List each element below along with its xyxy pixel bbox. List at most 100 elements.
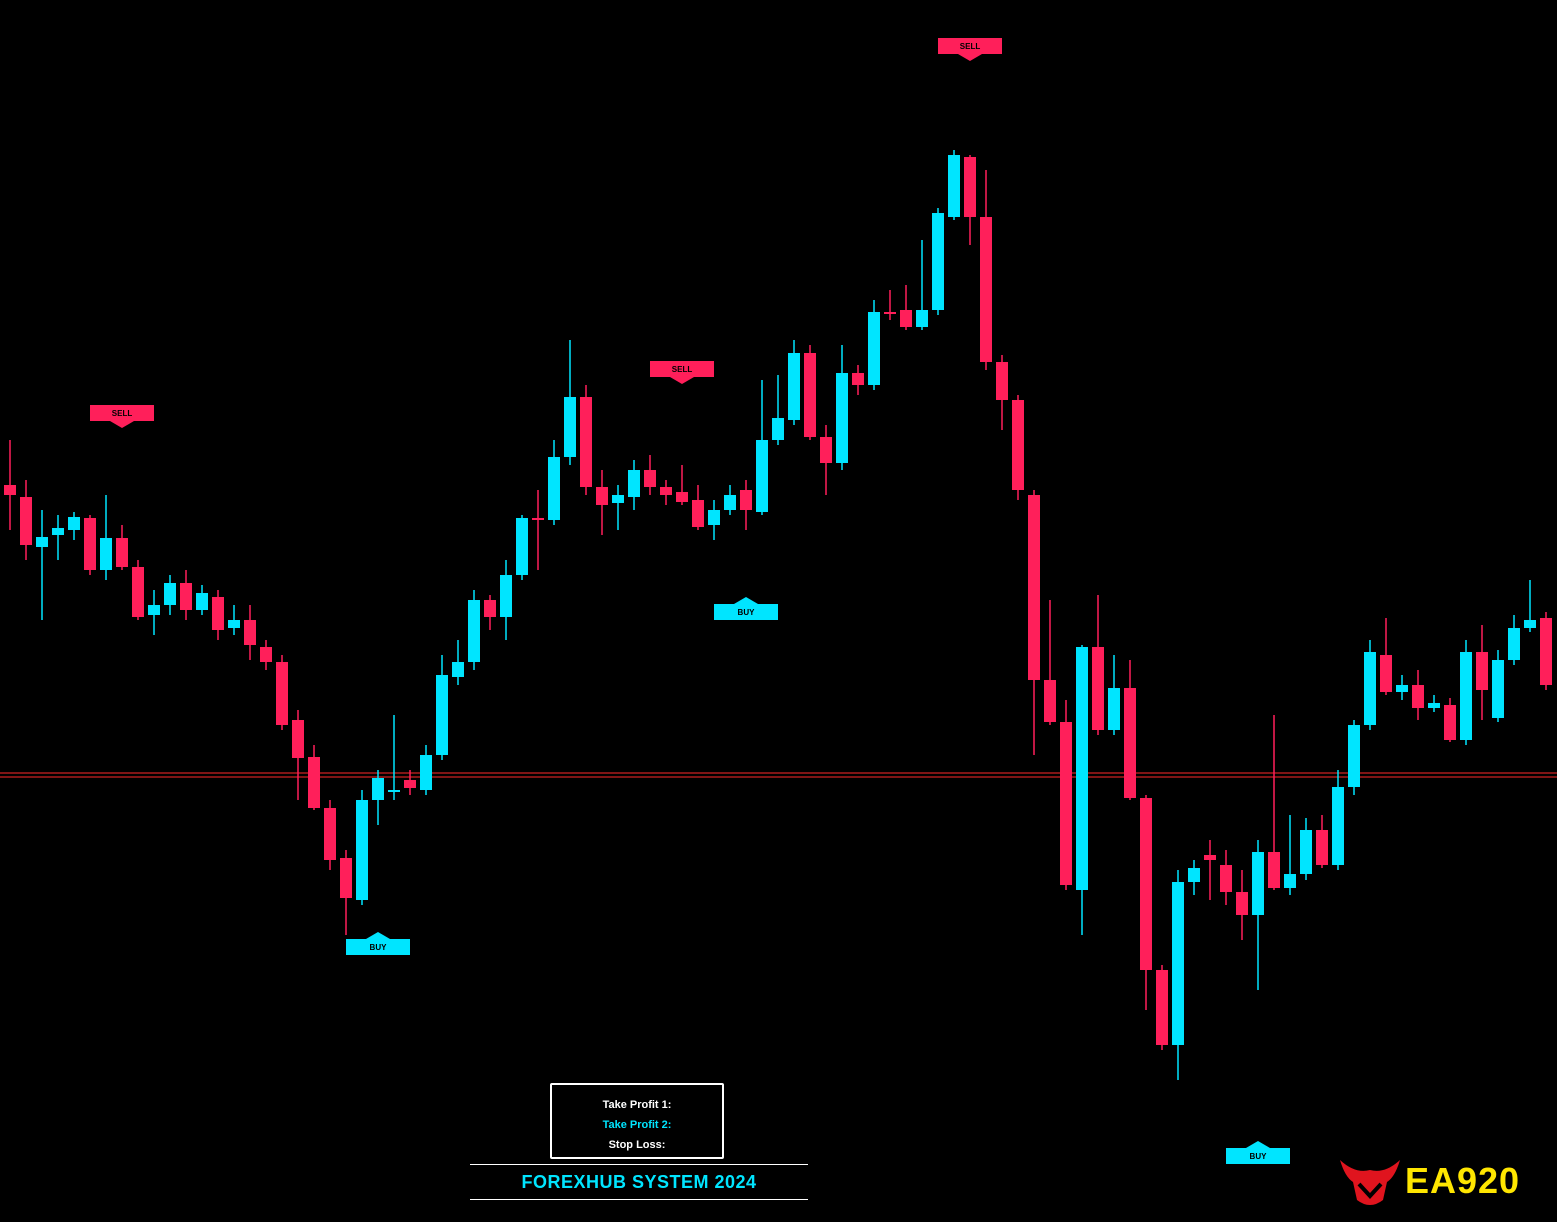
- candle-body: [660, 487, 672, 495]
- signal-box: [1226, 1148, 1290, 1164]
- signal-label: SELL: [672, 365, 693, 374]
- info-panel: Take Profit 1: Take Profit 2: Stop Loss:: [550, 1083, 724, 1159]
- candle-body: [1300, 830, 1312, 874]
- candle-body: [1268, 852, 1280, 888]
- candle-body: [788, 353, 800, 420]
- signal: SELL: [650, 361, 714, 384]
- candle-body: [1156, 970, 1168, 1045]
- candle-body: [1188, 868, 1200, 882]
- candle-body: [1076, 647, 1088, 890]
- candle-body: [1108, 688, 1120, 730]
- candle-body: [276, 662, 288, 725]
- candle-body: [20, 497, 32, 545]
- signal: BUY: [1226, 1141, 1290, 1164]
- candle-body: [1460, 652, 1472, 740]
- candle-body: [740, 490, 752, 510]
- candle-body: [1252, 852, 1264, 915]
- candle-body: [804, 353, 816, 437]
- candle-body: [1172, 882, 1184, 1045]
- candle-body: [84, 518, 96, 570]
- candle-body: [340, 858, 352, 898]
- candle-body: [356, 800, 368, 900]
- signal: SELL: [938, 38, 1002, 61]
- candle-body: [676, 492, 688, 502]
- candle-body: [1060, 722, 1072, 885]
- candle-body: [404, 780, 416, 788]
- candle-body: [916, 310, 928, 327]
- candle-body: [420, 755, 432, 790]
- candle-body: [1492, 660, 1504, 718]
- candle-body: [1204, 855, 1216, 860]
- candle-body: [820, 437, 832, 463]
- signal-box: [346, 939, 410, 955]
- candle-body: [196, 593, 208, 610]
- signal-label: BUY: [1250, 1152, 1268, 1161]
- candle-body: [932, 213, 944, 310]
- candle-body: [372, 778, 384, 800]
- candle-body: [1284, 874, 1296, 888]
- candle-body: [388, 790, 400, 792]
- candle-body: [52, 528, 64, 535]
- candle-body: [1524, 620, 1536, 628]
- candle-body: [580, 397, 592, 487]
- candle-body: [516, 518, 528, 575]
- candle-body: [612, 495, 624, 503]
- take-profit-2: Take Profit 2:: [602, 1119, 672, 1131]
- signal-arrow: [958, 54, 982, 61]
- candle-body: [644, 470, 656, 487]
- signal-box: [650, 361, 714, 377]
- candle-body: [1092, 647, 1104, 730]
- candle-body: [564, 397, 576, 457]
- signal: SELL: [90, 405, 154, 428]
- stop-loss: Stop Loss:: [608, 1139, 666, 1151]
- candle-body: [708, 510, 720, 525]
- candle-body: [980, 217, 992, 362]
- candle-body: [308, 757, 320, 808]
- signal-arrow: [110, 421, 134, 428]
- candle-body: [1380, 655, 1392, 692]
- candle-body: [836, 373, 848, 463]
- candle-body: [1412, 685, 1424, 708]
- candle-body: [772, 418, 784, 440]
- signal-arrow: [366, 932, 390, 939]
- system-title: FOREXHUB SYSTEM 2024: [470, 1164, 808, 1200]
- candle-body: [1444, 705, 1456, 740]
- signal-arrow: [734, 597, 758, 604]
- candle-body: [180, 583, 192, 610]
- candle-body: [292, 720, 304, 758]
- logo-icon: [1340, 1160, 1400, 1205]
- candle-body: [244, 620, 256, 645]
- signal-arrow: [670, 377, 694, 384]
- candle-body: [1332, 787, 1344, 865]
- candle-body: [692, 500, 704, 527]
- candle-body: [1236, 892, 1248, 915]
- candle-body: [452, 662, 464, 677]
- candle-body: [164, 583, 176, 605]
- candle-body: [148, 605, 160, 615]
- candle-body: [548, 457, 560, 520]
- candle-body: [228, 620, 240, 628]
- candle-body: [1028, 495, 1040, 680]
- signal-box: [90, 405, 154, 421]
- candle-body: [68, 517, 80, 530]
- candle-body: [1348, 725, 1360, 787]
- candle-body: [500, 575, 512, 617]
- candle-body: [868, 312, 880, 385]
- candle-body: [756, 440, 768, 512]
- candle-body: [1508, 628, 1520, 660]
- signal-box: [938, 38, 1002, 54]
- candle-body: [628, 470, 640, 497]
- candle-body: [324, 808, 336, 860]
- candle-body: [724, 495, 736, 510]
- take-profit-1: Take Profit 1:: [602, 1099, 672, 1111]
- candle-body: [532, 518, 544, 520]
- signal: BUY: [714, 597, 778, 620]
- signal-label: BUY: [738, 608, 756, 617]
- candle-body: [4, 485, 16, 495]
- candle-body: [884, 312, 896, 314]
- candle-body: [1476, 652, 1488, 690]
- candle-body: [468, 600, 480, 662]
- candle-body: [1364, 652, 1376, 725]
